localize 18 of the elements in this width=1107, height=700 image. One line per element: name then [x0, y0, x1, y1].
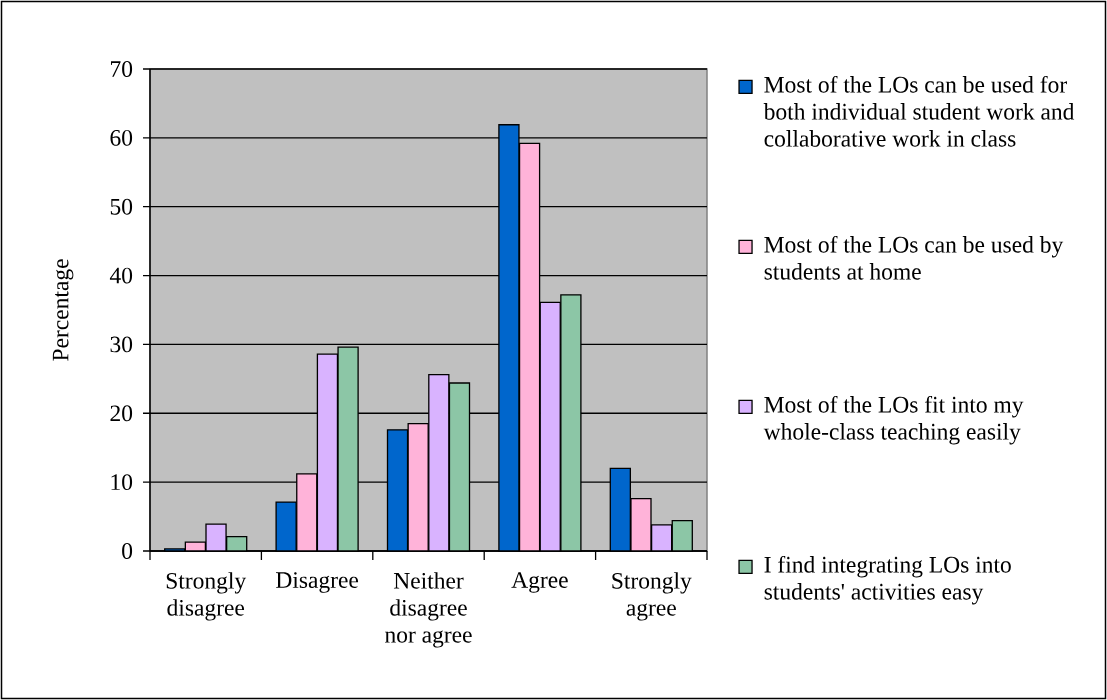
x-tick-label: Agree — [511, 572, 568, 593]
y-tick-label: 40 — [109, 267, 133, 284]
x-tick-label: Disagree — [276, 572, 359, 593]
legend-label: I find integrating LOs into students' activities easy — [764, 555, 1011, 605]
legend-label: Most of the LOs fit into my whole-class teaching easily — [763, 395, 1024, 445]
y-tick-label: 50 — [110, 198, 133, 215]
y-axis-title: Percentage — [52, 259, 74, 361]
x-tick-label: Strongly disagree — [166, 572, 247, 621]
y-tick-label: 10 — [111, 474, 133, 491]
x-tick-label: Strongly agree — [612, 572, 692, 621]
y-tick-label: 30 — [110, 336, 133, 353]
legend-label: Most of the LOs can be used for both individual student work and collaborative work in class — [763, 75, 1075, 147]
y-tick-label: 20 — [110, 405, 133, 422]
x-tick-label: Neither disagree nor agree — [385, 572, 472, 648]
y-tick-label: 60 — [110, 129, 133, 146]
y-tick-label: 70 — [111, 61, 133, 77]
y-tick-label: 0 — [122, 543, 133, 559]
legend-label: Most of the LOs can be used by students at home — [764, 235, 1064, 280]
